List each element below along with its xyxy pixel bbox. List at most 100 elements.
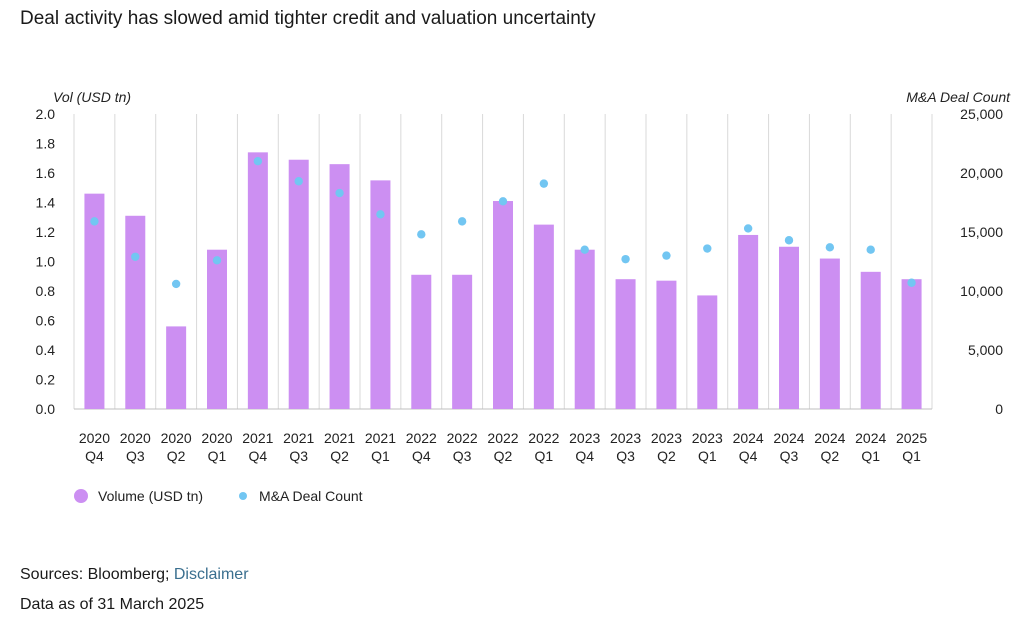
x-tick-year-1: 2020 — [120, 430, 151, 446]
bar-volume-8 — [411, 274, 432, 409]
x-tick-year-12: 2023 — [569, 430, 600, 446]
x-tick-quarter-6: Q2 — [330, 448, 349, 464]
bar-volume-10 — [493, 201, 513, 409]
x-tick-year-19: 2024 — [855, 430, 886, 446]
x-tick-year-3: 2020 — [201, 430, 232, 446]
x-axis-labels: 2020 Q4 2020 Q3 2020 Q2 2020 Q1 2021 Q4 2021 Q3 2021… — [79, 430, 928, 464]
x-tick-year-15: 2023 — [692, 430, 723, 446]
x-tick-year-18: 2024 — [814, 430, 845, 446]
x-tick-quarter-12: Q4 — [575, 448, 594, 464]
x-tick-quarter-11: Q1 — [535, 448, 554, 464]
dot-deal-count-9 — [457, 217, 467, 226]
x-tick-quarter-2: Q2 — [167, 448, 186, 464]
x-tick-year-5: 2021 — [283, 430, 314, 446]
x-tick-year-20: 2025 — [896, 430, 927, 446]
x-tick-year-10: 2022 — [487, 430, 518, 446]
dot-deal-count-17 — [784, 236, 794, 245]
page-title: Deal activity has slowed amid tighter cr… — [20, 8, 596, 29]
dot-deal-count-16 — [743, 224, 753, 233]
dot-deal-count-14 — [662, 251, 671, 260]
y-left-tick-4: 0.8 — [36, 283, 56, 299]
x-tick-year-9: 2022 — [447, 430, 478, 446]
dot-deal-count-6 — [335, 188, 344, 198]
x-tick-quarter-18: Q2 — [821, 448, 840, 464]
x-tick-quarter-20: Q1 — [902, 448, 921, 464]
x-tick-year-16: 2024 — [733, 430, 764, 446]
bar-volume-11 — [533, 224, 554, 409]
legend-swatch-dot — [239, 492, 248, 500]
y-left-tick-1: 0.2 — [36, 372, 56, 388]
bar-volume-19 — [860, 271, 881, 409]
bar-volume-12 — [574, 249, 595, 409]
chart-dots — [90, 157, 916, 289]
x-tick-year-7: 2021 — [365, 430, 396, 446]
left-axis-title: Vol (USD tn) — [53, 89, 131, 105]
bar-volume-1 — [125, 215, 146, 409]
dot-deal-count-10 — [498, 197, 508, 206]
bar-volume-17 — [779, 246, 799, 409]
sources-line: Sources: Bloomberg; Disclaimer — [20, 566, 249, 584]
y-left-tick-9: 1.8 — [36, 136, 56, 152]
y-left-tick-3: 0.6 — [36, 313, 56, 329]
y-left-tick-2: 0.4 — [36, 342, 56, 358]
y-left-tick-7: 1.4 — [36, 195, 56, 211]
y-right-tick-1: 5,000 — [968, 342, 1003, 358]
x-tick-quarter-17: Q3 — [780, 448, 799, 464]
dot-deal-count-2 — [171, 279, 181, 289]
x-tick-year-13: 2023 — [610, 430, 641, 446]
y-left-tick-0: 0.0 — [36, 401, 56, 417]
chart-bars — [84, 152, 922, 409]
bar-volume-13 — [615, 279, 636, 409]
dot-deal-count-12 — [580, 245, 589, 254]
bar-volume-3 — [207, 249, 227, 409]
bar-volume-6 — [329, 164, 350, 409]
x-tick-year-11: 2022 — [528, 430, 559, 446]
dot-deal-count-8 — [417, 230, 426, 239]
bar-volume-20 — [901, 279, 922, 409]
dot-deal-count-1 — [131, 252, 140, 261]
x-tick-quarter-13: Q3 — [616, 448, 635, 464]
bar-volume-2 — [166, 326, 187, 409]
y-right-tick-3: 15,000 — [960, 224, 1003, 240]
x-tick-quarter-4: Q4 — [249, 448, 268, 464]
legend-label-deal-count: M&A Deal Count — [259, 488, 363, 504]
y-right-tick-0: 0 — [995, 401, 1003, 417]
dot-deal-count-0 — [90, 217, 99, 226]
x-tick-quarter-19: Q1 — [861, 448, 880, 464]
bar-volume-18 — [819, 258, 840, 409]
dot-deal-count-20 — [907, 278, 916, 287]
y-left-tick-5: 1.0 — [36, 254, 56, 270]
disclaimer-link[interactable]: Disclaimer — [173, 566, 249, 583]
x-tick-quarter-7: Q1 — [371, 448, 390, 464]
bar-volume-16 — [738, 234, 759, 409]
x-tick-quarter-9: Q3 — [453, 448, 472, 464]
dot-deal-count-13 — [621, 254, 630, 264]
x-tick-quarter-16: Q4 — [739, 448, 758, 464]
bar-volume-9 — [452, 274, 473, 409]
dot-deal-count-4 — [253, 157, 263, 166]
x-tick-year-14: 2023 — [651, 430, 682, 446]
dot-deal-count-11 — [539, 179, 549, 188]
y-right-tick-4: 20,000 — [960, 165, 1003, 181]
bar-volume-14 — [656, 280, 677, 409]
dot-deal-count-15 — [703, 244, 712, 253]
y-left-tick-10: 2.0 — [36, 106, 56, 122]
x-tick-quarter-14: Q2 — [657, 448, 676, 464]
x-tick-year-17: 2024 — [773, 430, 804, 446]
data-as-of: Data as of 31 March 2025 — [20, 596, 205, 613]
x-tick-quarter-3: Q1 — [208, 448, 227, 464]
y-right-tick-5: 25,000 — [960, 106, 1003, 122]
x-tick-quarter-8: Q4 — [412, 448, 431, 464]
bar-volume-4 — [247, 152, 268, 409]
bar-volume-7 — [370, 180, 391, 409]
y-right-tick-2: 10,000 — [960, 283, 1003, 299]
dot-deal-count-18 — [825, 243, 835, 252]
dot-deal-count-7 — [376, 210, 385, 219]
x-tick-quarter-1: Q3 — [126, 448, 145, 464]
right-axis-title: M&A Deal Count — [906, 89, 1011, 105]
y-left-tick-8: 1.6 — [36, 165, 56, 181]
legend-swatch-bar — [74, 489, 88, 503]
x-tick-quarter-10: Q2 — [494, 448, 513, 464]
x-tick-year-6: 2021 — [324, 430, 355, 446]
